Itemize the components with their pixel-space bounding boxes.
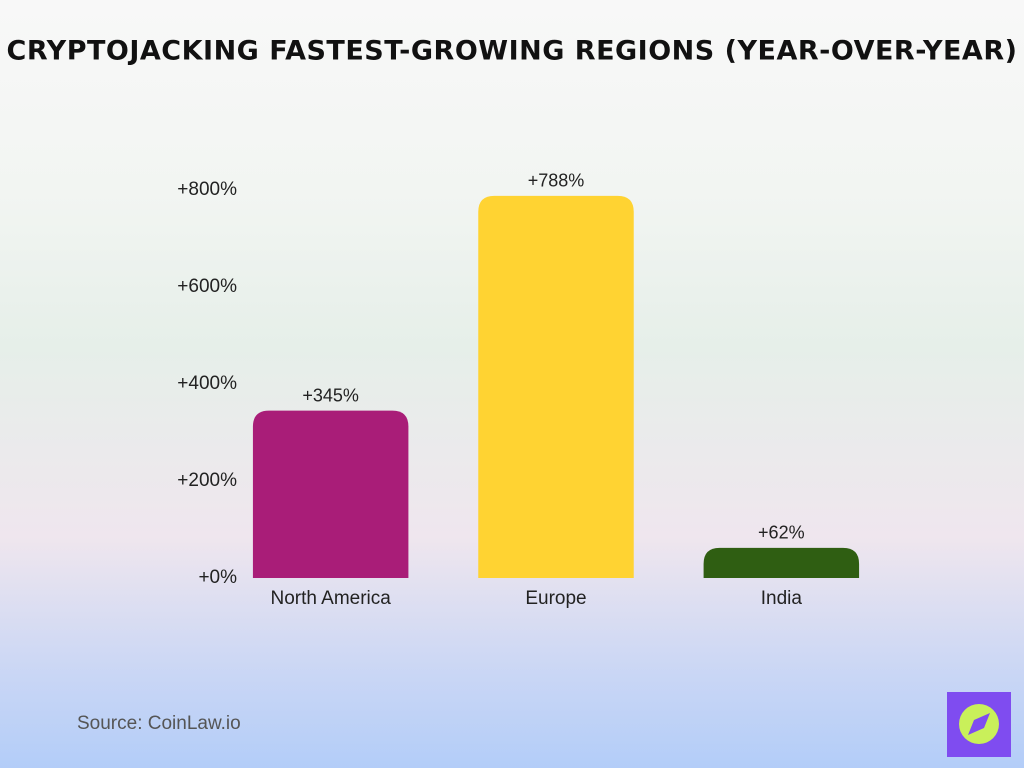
x-tick-label: Europe [525, 588, 586, 609]
y-tick-label: +0% [198, 567, 237, 588]
bar [478, 195, 634, 578]
value-label: +788% [528, 171, 585, 191]
source: Source: CoinLaw.io [77, 713, 241, 734]
value-label: +345% [302, 385, 359, 405]
x-tick-label: India [761, 588, 803, 609]
logo-needle [968, 713, 990, 735]
x-tick-label: North America [270, 588, 391, 609]
bar [703, 547, 860, 578]
bar [252, 410, 409, 578]
y-tick-label: +200% [177, 470, 237, 491]
y-tick-label: +400% [177, 373, 237, 394]
logo [947, 692, 1011, 757]
value-label: +62% [758, 523, 805, 543]
chart-title: CRYPTOJACKING FASTEST-GROWING REGIONS (Y… [7, 36, 1018, 67]
y-tick-label: +800% [177, 179, 237, 200]
y-tick-label: +600% [177, 276, 237, 297]
